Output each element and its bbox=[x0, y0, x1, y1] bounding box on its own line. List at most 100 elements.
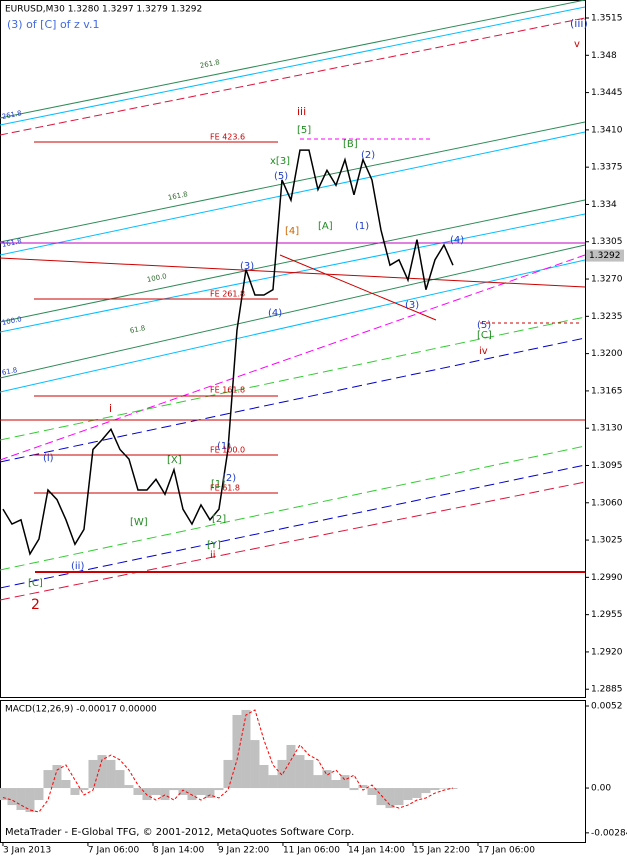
macd-bar bbox=[0, 788, 8, 801]
wave-label: [1] bbox=[211, 479, 225, 490]
y-tick-label: 1.3515 bbox=[591, 14, 623, 24]
wave-label: FE 161.8 bbox=[210, 386, 245, 395]
macd-bar bbox=[88, 759, 98, 789]
macd-bar bbox=[286, 744, 296, 789]
y-tick-label: 1.3270 bbox=[591, 275, 623, 285]
macd-bar bbox=[340, 775, 350, 789]
wave-label: (3) bbox=[405, 300, 419, 311]
wave-label: FE 61.8 bbox=[210, 484, 240, 493]
wave-label: [2] bbox=[212, 514, 226, 525]
y-tick-label: 0.00 bbox=[591, 784, 611, 794]
wave-label: FE 100.0 bbox=[210, 446, 245, 455]
wave-label: [X] bbox=[167, 455, 182, 466]
wave-label: (2) bbox=[222, 473, 236, 484]
panel-title: MACD(12,26,9) -0.00017 0.00000 bbox=[5, 705, 157, 715]
wave-label: ii bbox=[210, 550, 216, 561]
macd-bar bbox=[70, 788, 80, 795]
x-tick-label: 11 Jan 06:00 bbox=[283, 846, 340, 856]
macd-bar bbox=[259, 765, 269, 789]
macd-bar bbox=[403, 788, 413, 801]
macd-bar bbox=[7, 788, 17, 806]
x-tick-label: 8 Jan 14:00 bbox=[153, 846, 205, 856]
y-tick-label: 1.2990 bbox=[591, 573, 623, 583]
y-tick-label: 1.3375 bbox=[591, 163, 623, 173]
macd-bar bbox=[52, 765, 62, 789]
y-tick-label: 1.3445 bbox=[591, 88, 623, 98]
wave-label: (5) bbox=[477, 320, 491, 331]
macd-bar bbox=[412, 788, 422, 798]
macd-bar bbox=[214, 788, 224, 791]
macd-bar bbox=[79, 788, 89, 791]
macd-bar bbox=[277, 759, 287, 789]
chart-subtitle: (3) of [C] of z v.1 bbox=[7, 18, 99, 31]
macd-bar bbox=[331, 779, 341, 789]
macd-bar bbox=[178, 788, 188, 795]
wave-label: [Y] bbox=[207, 540, 221, 551]
macd-bar bbox=[187, 788, 197, 801]
macd-bar bbox=[322, 770, 332, 789]
wave-label: 161.8 bbox=[1, 237, 22, 249]
wave-label: [C] bbox=[477, 330, 492, 341]
macd-bar bbox=[97, 755, 107, 789]
y-tick-label: 1.3130 bbox=[591, 424, 623, 434]
macd-bar bbox=[349, 788, 359, 791]
macd-bar bbox=[61, 779, 71, 789]
wave-label: 61.8 bbox=[1, 366, 18, 377]
macd-bar bbox=[394, 788, 404, 806]
y-tick-label: 1.3235 bbox=[591, 312, 623, 322]
wave-label: (1) bbox=[217, 441, 231, 452]
macd-bar bbox=[268, 775, 278, 789]
wave-label: FE 423.6 bbox=[210, 133, 245, 142]
macd-bar bbox=[205, 788, 215, 798]
wave-label: 61.8 bbox=[129, 324, 146, 335]
macd-bar bbox=[385, 788, 395, 809]
macd-bar bbox=[313, 775, 323, 789]
wave-label: [A] bbox=[318, 221, 333, 232]
trend-lines bbox=[0, 0, 586, 601]
macd-bar bbox=[124, 785, 134, 789]
wave-label: 100.0 bbox=[146, 272, 167, 284]
last-price-label: 1.3292 bbox=[589, 251, 621, 261]
macd-panel bbox=[0, 700, 586, 843]
wave-label: [W] bbox=[130, 517, 148, 528]
x-tick-label: 14 Jan 14:00 bbox=[348, 846, 405, 856]
y-tick-label: 1.3305 bbox=[591, 237, 623, 247]
wave-label: 100.0 bbox=[1, 315, 22, 327]
y-tick-label: 1.2885 bbox=[591, 685, 623, 695]
last-price-box bbox=[586, 249, 624, 262]
wave-label: v bbox=[574, 39, 580, 50]
macd-bar bbox=[304, 759, 314, 789]
wave-label: FE 261.8 bbox=[210, 290, 245, 299]
wave-label: [B] bbox=[343, 139, 358, 150]
wave-label: [C] bbox=[28, 578, 43, 589]
macd-bar bbox=[25, 788, 35, 813]
macd-bar bbox=[142, 788, 152, 801]
macd-bar bbox=[250, 740, 260, 789]
wave-label: 261.8 bbox=[199, 58, 220, 70]
macd-bar bbox=[160, 788, 170, 801]
x-tick-label: 17 Jan 06:00 bbox=[478, 846, 535, 856]
macd-bar bbox=[295, 755, 305, 789]
macd-bar bbox=[106, 759, 116, 789]
wave-label: x[3] bbox=[270, 156, 290, 167]
y-tick-label: 0.0052 bbox=[591, 701, 623, 711]
macd-bar bbox=[115, 770, 125, 789]
wave-label: (iii) bbox=[570, 17, 588, 30]
macd-bar bbox=[133, 788, 143, 795]
x-tick-label: 3 Jan 2013 bbox=[3, 846, 51, 856]
macd-bar bbox=[439, 788, 449, 789]
macd-bar bbox=[358, 785, 368, 789]
y-tick-label: 1.348 bbox=[591, 51, 617, 61]
x-tick-label: 15 Jan 22:00 bbox=[413, 846, 470, 856]
x-tick-label: 9 Jan 22:00 bbox=[218, 846, 270, 856]
signal-line bbox=[2, 709, 454, 813]
y-tick-label: 1.3410 bbox=[591, 125, 623, 135]
wave-label: 2 bbox=[31, 597, 40, 613]
macd-bar bbox=[16, 788, 26, 810]
wave-label: (4) bbox=[450, 235, 464, 246]
wave-label: 261.8 bbox=[1, 109, 22, 121]
wave-label: iv bbox=[479, 346, 488, 357]
y-tick-label: 1.3060 bbox=[591, 498, 623, 508]
macd-bar bbox=[151, 788, 161, 795]
